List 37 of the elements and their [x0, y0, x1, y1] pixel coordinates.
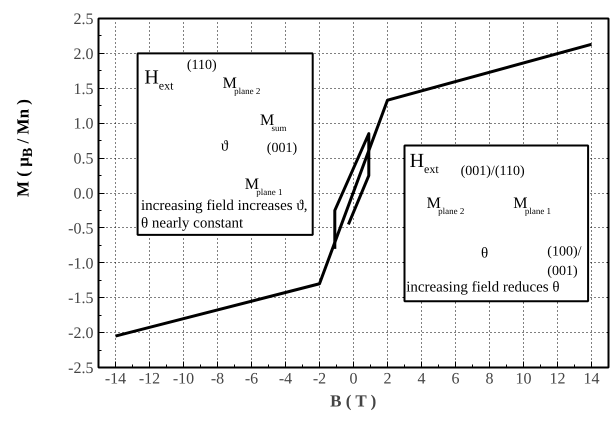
- y-tick-label: 1.5: [74, 80, 94, 98]
- x-tick-label: -14: [104, 370, 126, 388]
- y-tick-label: 1.0: [74, 116, 94, 133]
- x-tick-label: -2: [312, 370, 326, 388]
- x-tick-label: 8: [486, 370, 494, 388]
- y-tick-label: 0.5: [74, 150, 94, 168]
- x-tick-label: 2: [384, 370, 392, 388]
- annotation: (001): [547, 264, 578, 279]
- x-axis-title: B ( T ): [330, 392, 376, 410]
- y-tick-label: 2.5: [74, 11, 94, 28]
- annotation: ϑ: [220, 138, 229, 155]
- x-tick-label: 14: [584, 370, 600, 388]
- y-tick-label: -1.5: [68, 290, 94, 308]
- y-tick-label: -1.0: [68, 255, 94, 272]
- x-tick-label: -6: [244, 370, 258, 388]
- x-tick-label: 6: [452, 370, 460, 388]
- y-tick-label: -2.0: [68, 325, 94, 342]
- annotation: increasing field increases ϑ,: [141, 198, 308, 214]
- annotation: increasing field reduces θ: [406, 280, 560, 296]
- y-tick-label: 2.0: [74, 46, 94, 63]
- x-tick-label: 4: [418, 370, 426, 388]
- x-tick-label: 10: [516, 370, 532, 388]
- annotation: (100)/: [547, 244, 582, 260]
- annotation: (110): [186, 58, 218, 73]
- annotation: (001)/(110): [460, 164, 525, 180]
- x-tick-label: -4: [278, 370, 292, 388]
- x-tick-label: -12: [138, 370, 160, 388]
- annotation: θ nearly constant: [141, 215, 244, 232]
- x-tick-label: 12: [550, 370, 566, 388]
- y-tick-label: -0.5: [68, 220, 94, 238]
- annotation: θ: [481, 245, 488, 262]
- x-tick-label: -8: [210, 370, 224, 388]
- x-tick-label: -10: [172, 370, 194, 388]
- y-tick-label: 0.0: [74, 186, 94, 202]
- x-tick-label: 0: [350, 370, 358, 388]
- annotation: (001): [266, 141, 298, 156]
- y-tick-label: -2.5: [68, 360, 94, 377]
